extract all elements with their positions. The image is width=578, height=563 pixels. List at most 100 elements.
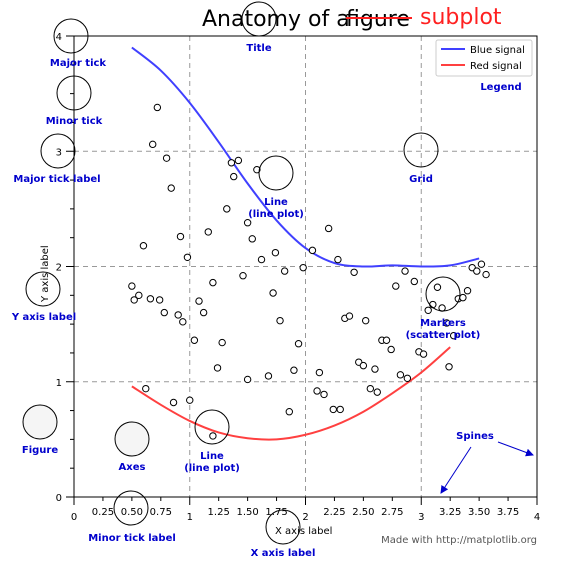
scatter-point bbox=[382, 336, 391, 344]
x-minor-tick-label: 3.75 bbox=[497, 507, 519, 518]
circle-markers bbox=[425, 276, 461, 312]
scatter-point bbox=[128, 282, 136, 290]
ann-grid: Grid bbox=[409, 174, 433, 185]
scatter-point bbox=[345, 312, 354, 320]
scatter-point bbox=[264, 372, 273, 380]
scatter-point bbox=[209, 432, 217, 440]
scatter-point bbox=[162, 154, 171, 162]
chart-title-struck: figure bbox=[346, 7, 410, 32]
scatter-point bbox=[223, 205, 231, 213]
scatter-point bbox=[155, 296, 164, 304]
scatter-point bbox=[403, 374, 412, 382]
scatter-point bbox=[449, 331, 458, 340]
scatter-point bbox=[477, 260, 486, 268]
y-major-tick-label: 1 bbox=[56, 378, 62, 389]
scatter-point bbox=[174, 311, 182, 319]
x-minor-tick-label: 3.50 bbox=[468, 507, 490, 518]
ann-y-axis-label: Y axis label bbox=[11, 312, 76, 323]
scatter-point bbox=[176, 232, 185, 241]
scatter-point bbox=[218, 338, 226, 347]
scatter-point bbox=[329, 405, 337, 414]
scatter-point bbox=[443, 319, 451, 327]
scatter-point bbox=[387, 345, 395, 354]
scatter-point bbox=[243, 375, 252, 384]
scatter-point bbox=[190, 336, 199, 344]
x-minor-tick-label: 2.75 bbox=[381, 507, 403, 518]
ann-minor-tick-label: Minor tick label bbox=[88, 533, 176, 544]
circle-title bbox=[241, 1, 277, 37]
ann-spines: Spines bbox=[456, 431, 494, 442]
series-lines bbox=[131, 46, 480, 441]
scatter-point bbox=[160, 308, 168, 317]
y-major-tick-label: 2 bbox=[56, 263, 62, 274]
scatter-point bbox=[350, 268, 358, 276]
circle-major-tick bbox=[53, 18, 89, 54]
scatter-point bbox=[320, 390, 328, 399]
circle-axes bbox=[114, 421, 150, 457]
scatter-point bbox=[294, 340, 303, 348]
scatter-point bbox=[169, 398, 178, 407]
scatter-point bbox=[239, 272, 247, 280]
circle-minor-tick-label bbox=[113, 490, 149, 526]
legend-entry-blue: Blue signal bbox=[470, 45, 525, 56]
scatter-point bbox=[269, 289, 277, 297]
circle-minor-tick bbox=[56, 75, 92, 111]
ann-major-tick-label: Major tick label bbox=[13, 174, 100, 185]
ann-minor-tick: Minor tick bbox=[46, 116, 103, 127]
scatter-point bbox=[195, 297, 203, 305]
x-axis-label: X axis label bbox=[275, 526, 332, 537]
scatter-point bbox=[153, 103, 162, 112]
scatter-point bbox=[234, 156, 243, 165]
circle-line-plot-1 bbox=[258, 155, 294, 191]
scatter-point bbox=[243, 219, 252, 227]
scatter-point bbox=[199, 308, 208, 317]
scatter-point bbox=[334, 255, 342, 264]
ann-axes: Axes bbox=[119, 462, 146, 473]
scatter-point bbox=[213, 364, 222, 372]
scatter-point bbox=[315, 368, 324, 377]
legend: Blue signal Red signal bbox=[435, 39, 533, 77]
x-minor-tick-label: 2.25 bbox=[323, 507, 345, 518]
axes-spines bbox=[73, 35, 538, 498]
circle-y-axis-label bbox=[25, 271, 61, 307]
scatter-point bbox=[401, 267, 409, 275]
x-major-tick-label: 2 bbox=[302, 512, 308, 523]
tick-labels: 0 1 2 3 4 0.25 0.50 0.75 1.25 1.50 1.75 2.25 2.50 2.7… bbox=[56, 32, 541, 523]
ann-line-plot-2b: (line plot) bbox=[184, 463, 240, 474]
x-major-tick-label: 3 bbox=[418, 512, 424, 523]
scatter-point bbox=[313, 387, 321, 395]
scatter-point bbox=[248, 235, 256, 243]
scatter-point bbox=[179, 318, 187, 326]
scatter-point bbox=[186, 396, 194, 404]
scatter-point bbox=[482, 270, 490, 279]
scatter-point bbox=[463, 287, 472, 295]
footer-credit: Made with http://matplotlib.org bbox=[381, 535, 537, 546]
scatter-point bbox=[419, 350, 428, 358]
ann-line-plot-1: Line bbox=[264, 197, 288, 208]
ann-title: Title bbox=[246, 43, 271, 54]
x-minor-tick-label: 0.50 bbox=[121, 507, 143, 518]
x-minor-tick-label: 3.25 bbox=[439, 507, 461, 518]
scatter-point bbox=[280, 267, 289, 275]
y-major-tick-label: 0 bbox=[56, 493, 62, 504]
annotation-circles bbox=[22, 1, 461, 545]
x-minor-tick-label: 1.75 bbox=[265, 507, 287, 518]
scatter-point bbox=[361, 316, 370, 325]
y-major-tick-label: 3 bbox=[56, 147, 62, 158]
scatter-point bbox=[130, 296, 138, 304]
scatter-point bbox=[473, 267, 481, 275]
x-minor-tick-label: 0.25 bbox=[92, 507, 114, 518]
ann-x-axis-label: X axis label bbox=[251, 548, 316, 559]
scatter-point bbox=[396, 371, 405, 379]
scatter-point bbox=[227, 159, 236, 167]
circle-figure bbox=[22, 404, 58, 440]
scatter-point bbox=[366, 384, 375, 393]
chart-title-replacement: subplot bbox=[420, 5, 502, 30]
series-line-1 bbox=[131, 346, 451, 441]
x-major-tick-label: 0 bbox=[71, 512, 77, 523]
circle-grid bbox=[403, 132, 439, 168]
scatter-point bbox=[204, 228, 212, 236]
scatter-point bbox=[308, 246, 317, 255]
